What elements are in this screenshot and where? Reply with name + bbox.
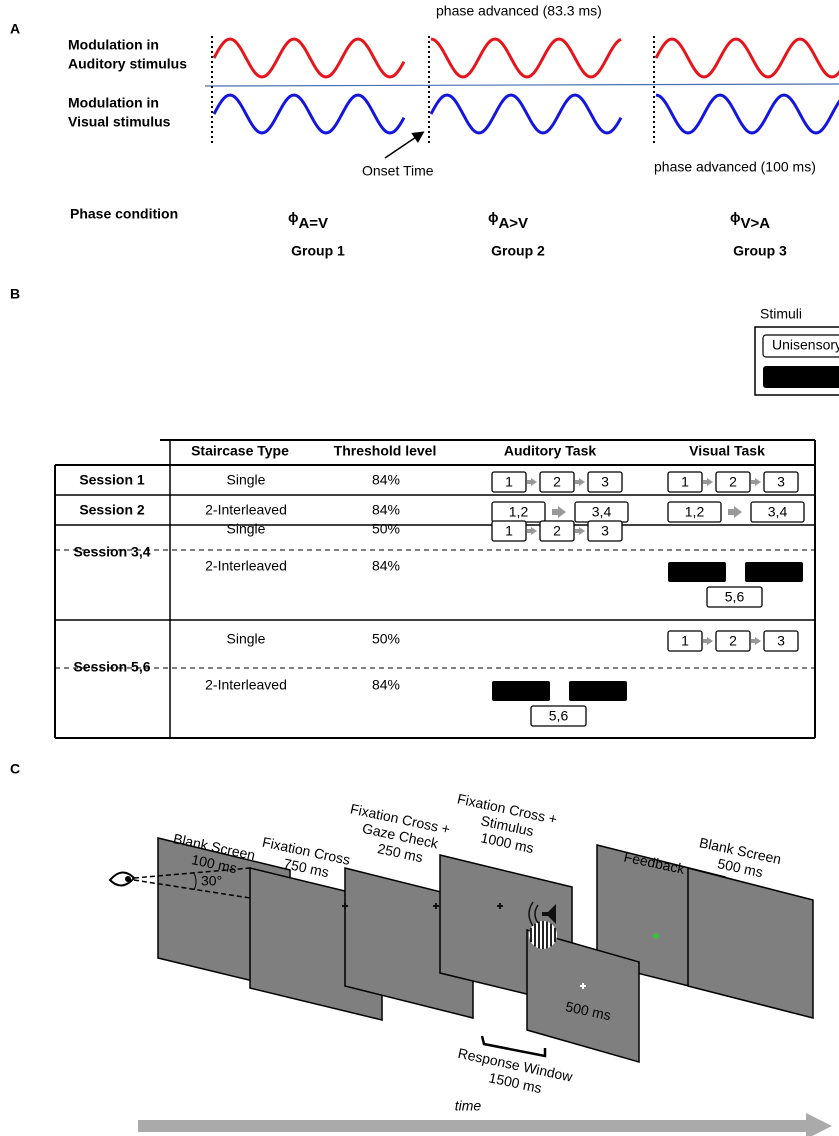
staircase: Single <box>227 472 266 488</box>
legend-title: Stimuli <box>760 306 802 322</box>
seq-arrow <box>728 506 742 518</box>
panel-label: C <box>10 761 20 777</box>
session-label: Session 2 <box>79 502 145 518</box>
seq-arrow <box>751 637 761 645</box>
page: A Modulation in Auditory stimulus Modulatio… <box>0 0 839 1136</box>
box-label: 3 <box>601 474 609 490</box>
legend-uni-label: Unisensory <box>772 337 839 353</box>
subscript: A>V <box>498 215 528 232</box>
session-label: Session 1 <box>79 472 145 488</box>
staircase: 2-Interleaved <box>205 502 287 518</box>
figure: A Modulation in Auditory stimulus Modulatio… <box>0 0 839 1136</box>
threshold: 84% <box>372 502 400 518</box>
wave <box>656 39 839 77</box>
seq-arrow <box>751 478 761 486</box>
wave <box>214 95 404 133</box>
wave <box>431 95 621 133</box>
group-symbol: ϕV>A <box>730 209 770 232</box>
time-arrow-head <box>806 1113 832 1136</box>
session-label: Session 3,4 <box>73 544 150 560</box>
header: Visual Task <box>689 443 765 459</box>
group-name: Group 1 <box>291 243 345 259</box>
group-name: Group 2 <box>491 243 545 259</box>
session-label: Session 5,6 <box>73 659 150 675</box>
header: Staircase Type <box>191 443 289 459</box>
seq-arrow <box>552 506 566 518</box>
seq-arrow <box>575 478 585 486</box>
threshold: 84% <box>372 558 400 574</box>
box-label: 5,6 <box>549 708 569 724</box>
box-label: 5,6 <box>725 589 745 605</box>
box-label: 1 <box>681 474 689 490</box>
subscript: A=V <box>298 215 328 232</box>
box-label: 2 <box>553 474 561 490</box>
divider <box>205 84 839 86</box>
phase-note: phase advanced (83.3 ms) <box>436 3 602 19</box>
box-label: 1,2 <box>509 504 529 520</box>
phi: ϕ <box>730 209 741 225</box>
box-label: 3 <box>601 523 609 539</box>
staircase: Single <box>227 631 266 647</box>
pupil <box>125 876 131 882</box>
time-arrow-body <box>138 1120 808 1132</box>
row-label: Modulation in <box>68 95 159 111</box>
seq-arrow <box>527 527 537 535</box>
box-label: 1,2 <box>511 683 531 699</box>
phase-note: phase advanced (100 ms) <box>654 159 816 175</box>
box-label: 1,2 <box>687 564 707 580</box>
legend-multi-label: Multisensory <box>770 368 839 384</box>
box-label: 3,4 <box>592 504 612 520</box>
box-label: 3,4 <box>768 504 788 520</box>
subscript: V>A <box>740 215 770 232</box>
staircase: 2-Interleaved <box>205 558 287 574</box>
row-label: Auditory stimulus <box>68 56 187 72</box>
screen <box>688 868 813 1018</box>
threshold: 84% <box>372 472 400 488</box>
group-symbol: ϕA=V <box>288 209 328 232</box>
box-label: 1 <box>505 474 513 490</box>
header: Auditory Task <box>504 443 597 459</box>
row-label: Visual stimulus <box>68 114 171 130</box>
onset-arrow <box>385 133 422 158</box>
phi: ϕ <box>288 209 299 225</box>
box-label: 2 <box>729 474 737 490</box>
group-symbol: ϕA>V <box>488 209 528 232</box>
box-label: 2 <box>729 633 737 649</box>
wave <box>431 39 621 77</box>
threshold: 84% <box>372 677 400 693</box>
box-label: 3 <box>777 474 785 490</box>
wave <box>656 95 839 133</box>
box-label: 1 <box>505 523 513 539</box>
header: Threshold level <box>334 443 437 459</box>
staircase: Single <box>227 521 266 537</box>
onset-label: Onset Time <box>362 163 434 179</box>
box-label: 3,4 <box>764 564 784 580</box>
group-name: Group 3 <box>733 243 787 259</box>
wave <box>214 39 404 77</box>
threshold: 50% <box>372 631 400 647</box>
box-label: 1,2 <box>685 504 705 520</box>
seq-arrow <box>527 478 537 486</box>
time-label: time <box>455 1098 482 1114</box>
panel-label: B <box>10 286 20 302</box>
box-label: 3,4 <box>588 683 608 699</box>
row-label: Modulation in <box>68 37 159 53</box>
phi: ϕ <box>488 209 499 225</box>
threshold: 50% <box>372 521 400 537</box>
seq-arrow <box>703 637 713 645</box>
seq-arrow <box>575 527 585 535</box>
panel-label: A <box>10 21 20 37</box>
staircase: 2-Interleaved <box>205 677 287 693</box>
box-label: 2 <box>553 523 561 539</box>
box-label: 3 <box>777 633 785 649</box>
box-label: 1 <box>681 633 689 649</box>
angle-label: 30° <box>201 873 222 889</box>
seq-arrow <box>703 478 713 486</box>
phase-condition: Phase condition <box>70 206 178 222</box>
